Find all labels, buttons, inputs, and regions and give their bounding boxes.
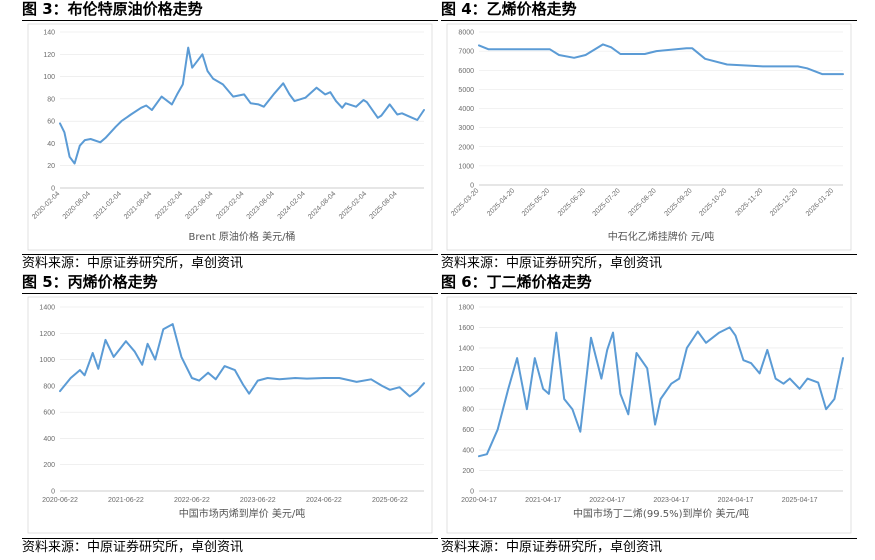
x-tick-label: 2025-05-20 [521,187,551,217]
x-tick-label: 2025-12-20 [769,187,799,217]
y-tick-label: 2000 [458,144,474,151]
y-tick-label: 1000 [458,386,474,393]
ethylene-chart: 0 1000 2000 3000 4000 5000 6000 7000 8000 2025-03… [446,23,852,251]
y-tick-label: 1400 [39,305,55,312]
y-tick-label: 800 [43,383,55,390]
x-tick-label: 2020-02-04 [31,190,61,220]
x-tick-label: 2025-06-20 [557,187,587,217]
x-tick-label: 2025-08-20 [628,187,658,217]
x-tick-label: 2022-04-17 [589,497,625,504]
x-tick-label: 2025-10-20 [698,187,728,217]
y-tick-label: 1200 [458,366,474,373]
y-tick-label: 100 [43,74,55,81]
y-tick-label: 1800 [458,305,474,312]
x-tick-label: 2023-04-17 [653,497,689,504]
x-tick-label: 2025-03-20 [450,187,480,217]
y-tick-label: 1000 [458,163,474,170]
chart-frame [446,296,852,534]
x-axis-caption: 中国市场丙烯到岸价 美元/吨 [179,507,306,520]
x-tick-label: 2025-08-04 [368,190,398,220]
source-note: 资料来源：中原证券研究所，卓创资讯 [22,538,438,557]
y-tick-label: 8000 [458,30,474,37]
source-note: 资料来源：中原证券研究所，卓创资讯 [441,538,857,557]
x-tick-label: 2021-06-22 [108,497,144,504]
y-tick-label: 6000 [458,68,474,75]
x-tick-label: 2022-02-04 [154,190,184,220]
series-line [59,323,425,398]
x-tick-label: 2025-09-20 [663,187,693,217]
y-tick-label: 400 [462,448,474,455]
source-note: 资料来源：中原证券研究所，卓创资讯 [22,254,438,273]
y-tick-label: 0 [470,489,474,496]
x-tick-label: 2025-04-17 [782,497,818,504]
x-tick-label: 2022-08-04 [184,190,214,220]
panel-title: 图 4：乙烯价格走势 [441,0,857,21]
x-tick-label: 2025-07-20 [592,187,622,217]
y-tick-label: 0 [470,183,474,190]
series-line [478,326,844,458]
y-tick-label: 1600 [458,325,474,332]
x-tick-label: 2021-08-04 [123,190,153,220]
y-tick-label: 1400 [458,345,474,352]
y-tick-label: 1000 [39,357,55,364]
y-tick-label: 140 [43,30,55,37]
x-tick-label: 2020-08-04 [62,190,92,220]
y-tick-label: 800 [462,407,474,414]
y-tick-label: 80 [47,96,55,103]
y-tick-label: 4000 [458,106,474,113]
x-axis-caption: Brent 原油价格 美元/桶 [189,230,296,243]
y-tick-label: 0 [51,186,55,193]
panel-brent: 图 3：布伦特原油价格走势 0 20 40 60 80 100 120 140 2020-02-… [22,0,438,280]
panel-propylene: 图 5：丙烯价格走势 0 200 400 600 800 1000 1200 1400 2020… [22,273,438,560]
panel-title: 图 6：丁二烯价格走势 [441,273,857,294]
x-tick-label: 2025-04-20 [486,187,516,217]
series-line [478,43,844,76]
x-tick-label: 2025-02-04 [338,190,368,220]
panel-title: 图 5：丙烯价格走势 [22,273,438,294]
x-tick-label: 2021-02-04 [93,190,123,220]
x-tick-label: 2023-02-04 [215,190,245,220]
x-tick-label: 2025-06-22 [372,497,408,504]
y-tick-label: 5000 [458,87,474,94]
chart-frame [27,296,433,534]
x-tick-label: 2024-08-04 [307,190,337,220]
x-tick-label: 2023-08-04 [246,190,276,220]
x-tick-label: 2020-06-22 [42,497,78,504]
propylene-chart: 0 200 400 600 800 1000 1200 1400 2020-06-22 2021-… [27,296,433,534]
y-tick-label: 120 [43,52,55,59]
x-tick-label: 2021-04-17 [525,497,561,504]
y-tick-label: 3000 [458,125,474,132]
x-axis-caption: 中国市场丁二烯(99.5%)到岸价 美元/吨 [573,507,749,520]
y-tick-label: 200 [462,468,474,475]
panel-title: 图 3：布伦特原油价格走势 [22,0,438,21]
x-tick-label: 2025-11-20 [735,187,765,217]
x-tick-label: 2024-02-04 [277,190,307,220]
series-line [59,46,425,165]
y-tick-label: 200 [43,462,55,469]
x-tick-label: 2026-01-20 [805,187,835,217]
panel-butadiene: 图 6：丁二烯价格走势 0 200 400 600 800 1000 1200 1400 160… [441,273,857,560]
x-axis-caption: 中石化乙烯挂牌价 元/吨 [608,230,715,243]
x-tick-label: 2020-04-17 [461,497,497,504]
chart-frame [446,23,852,251]
y-tick-label: 600 [43,410,55,417]
chart-frame [27,23,433,251]
y-tick-label: 40 [47,141,55,148]
source-note: 资料来源：中原证券研究所，卓创资讯 [441,254,857,273]
x-tick-label: 2024-04-17 [718,497,754,504]
y-tick-label: 0 [51,489,55,496]
y-tick-label: 7000 [458,49,474,56]
y-tick-label: 60 [47,119,55,126]
y-tick-label: 400 [43,436,55,443]
x-tick-label: 2024-06-22 [306,497,342,504]
x-tick-label: 2023-06-22 [240,497,276,504]
panel-ethylene: 图 4：乙烯价格走势 0 1000 2000 3000 4000 5000 6000 7000… [441,0,857,280]
x-tick-label: 2022-06-22 [174,497,210,504]
y-tick-label: 600 [462,427,474,434]
butadiene-chart: 0 200 400 600 800 1000 1200 1400 1600 1800 2020-04… [446,296,852,534]
y-tick-label: 20 [47,163,55,170]
y-tick-label: 1200 [39,331,55,338]
